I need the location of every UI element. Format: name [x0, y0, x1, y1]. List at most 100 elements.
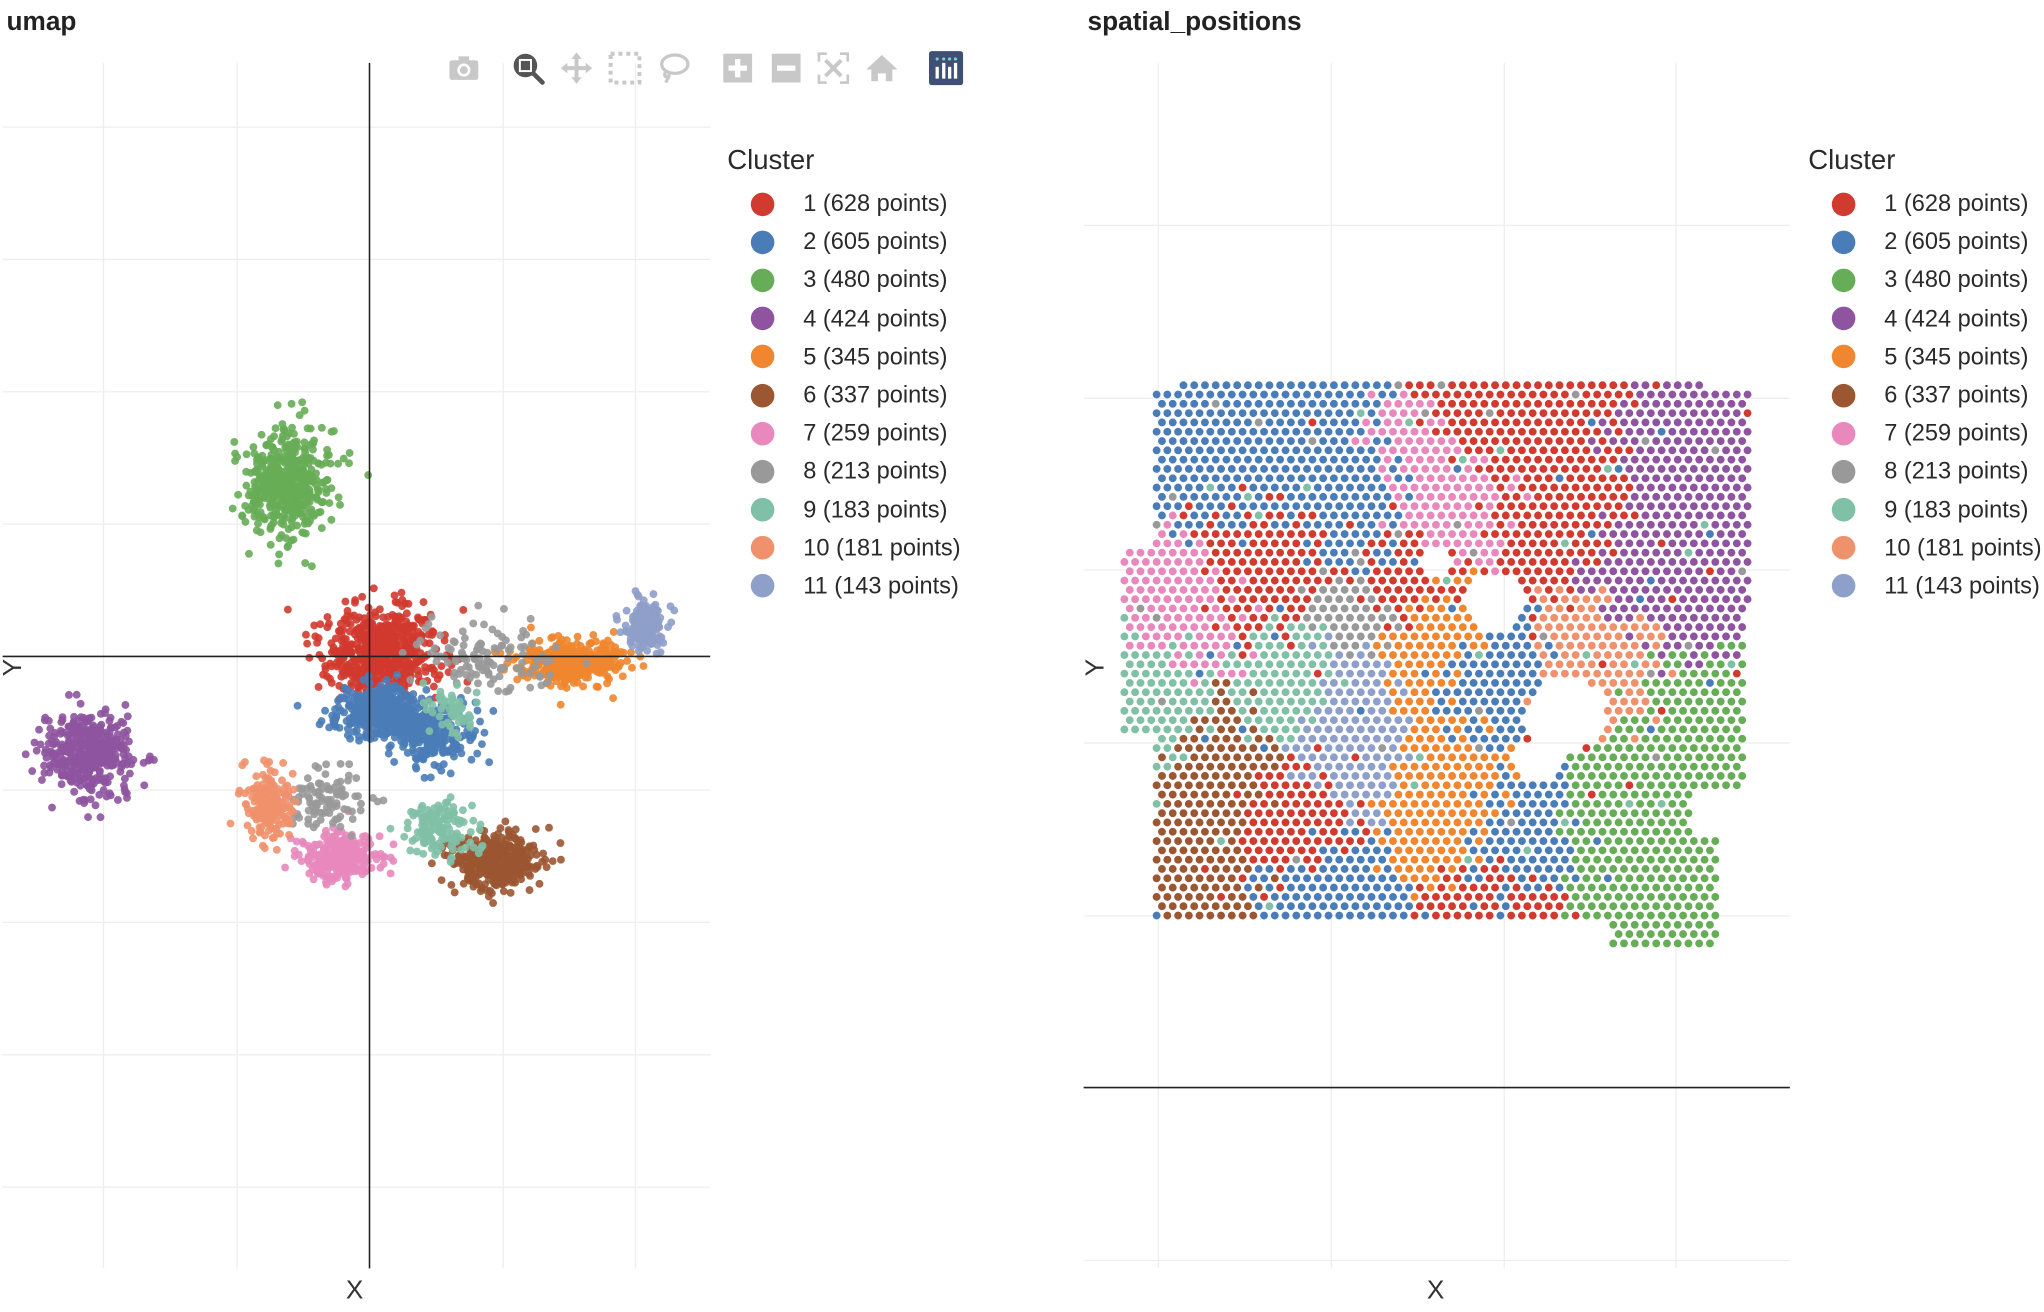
spatial-point-cluster-2	[1388, 520, 1398, 530]
umap-point-cluster-4	[56, 726, 65, 735]
spatial-point-cluster-7	[1399, 483, 1409, 493]
umap-point-cluster-8	[494, 687, 503, 695]
spatial-point-cluster-1	[1275, 492, 1285, 502]
spatial-point-cluster-2	[1227, 483, 1237, 493]
umap-point-cluster-9	[418, 801, 427, 810]
spatial-point-cluster-2	[1372, 455, 1382, 465]
spatial-point-cluster-7	[1442, 445, 1452, 455]
spatial-point-cluster-2	[1329, 380, 1339, 390]
spatial-point-cluster-1	[1415, 566, 1425, 576]
umap-point-cluster-10	[270, 799, 278, 807]
spatial-point-cluster-1	[1420, 390, 1430, 399]
umap-point-cluster-8	[526, 614, 535, 623]
umap-point-cluster-8	[582, 659, 591, 668]
spatial-point-cluster-2	[1270, 483, 1280, 493]
spatial-point-cluster-7	[1490, 566, 1500, 576]
spatial-point-cluster-7	[1157, 548, 1167, 558]
umap-point-cluster-1	[459, 606, 468, 614]
spatial-point-cluster-2	[1329, 492, 1339, 502]
umap-point-cluster-5	[556, 653, 565, 662]
spatial-point-cluster-2	[1334, 408, 1344, 418]
spatial-point-cluster-7	[1426, 417, 1436, 427]
spatial-point-cluster-2	[1195, 390, 1205, 399]
spatial-point-cluster-7	[1426, 492, 1436, 502]
spatial-point-cluster-2	[1152, 408, 1162, 418]
spatial-point-cluster-4	[1732, 390, 1742, 399]
spatial-point-cluster-7	[1431, 520, 1441, 530]
spatial-point-cluster-7	[1388, 408, 1398, 418]
umap-point-cluster-3	[230, 438, 239, 446]
spatial-point-cluster-1	[1549, 427, 1559, 437]
umap-point-cluster-3	[261, 456, 270, 465]
spatial-point-cluster-1	[1281, 538, 1290, 548]
spatial-point-cluster-2	[1248, 408, 1258, 418]
spatial-point-cluster-7	[1383, 417, 1393, 427]
umap-point-cluster-7	[292, 837, 301, 846]
spatial-point-cluster-7	[1157, 529, 1167, 539]
spatial-point-cluster-2	[1302, 520, 1312, 530]
spatial-point-cluster-2	[1302, 464, 1312, 474]
umap-point-cluster-1	[358, 592, 367, 601]
umap-point-cluster-4	[113, 796, 122, 804]
spatial-point-cluster-2	[1393, 511, 1403, 520]
spatial-point-cluster-2	[1291, 445, 1301, 455]
spatial-point-cluster-2	[1393, 455, 1403, 465]
umap-point-cluster-2	[405, 725, 414, 734]
umap-point-cluster-8	[449, 637, 458, 646]
spatial-point-cluster-2	[1243, 417, 1253, 427]
umap-point-cluster-8	[303, 774, 312, 783]
spatial-point-cluster-2	[1264, 380, 1274, 390]
spatial-point-cluster-4	[1689, 408, 1699, 418]
spatial-point-cluster-4	[1576, 566, 1586, 576]
umap-point-cluster-6	[498, 880, 507, 889]
spatial-point-cluster-2	[1307, 455, 1317, 465]
spatial-point-cluster-2	[1200, 417, 1210, 427]
umap-point-cluster-1	[421, 667, 430, 676]
spatial-point-cluster-4	[1683, 455, 1693, 465]
spatial-point-cluster-1	[1592, 464, 1602, 474]
spatial-point-cluster-1	[1179, 511, 1188, 520]
umap-point-cluster-4	[120, 781, 128, 790]
spatial-point-cluster-7	[1420, 520, 1430, 530]
spatial-point-cluster-1	[1576, 417, 1586, 427]
umap-point-cluster-4	[57, 745, 66, 754]
spatial-point-cluster-1	[1533, 492, 1543, 502]
spatial-point-cluster-2	[1356, 390, 1366, 399]
spatial-point-cluster-4	[1635, 501, 1645, 511]
spatial-point-cluster-1	[1549, 520, 1559, 530]
umap-point-cluster-5	[573, 662, 581, 671]
spatial-point-cluster-2	[1324, 501, 1333, 511]
umap-point-cluster-6	[464, 872, 473, 881]
umap-point-cluster-3	[334, 459, 342, 468]
umap-point-cluster-3	[300, 406, 309, 415]
umap-point-cluster-7	[386, 869, 395, 878]
umap-point-cluster-8	[474, 601, 483, 610]
umap-point-cluster-3	[298, 398, 307, 407]
spatial-point-cluster-9	[1603, 464, 1613, 474]
spatial-point-cluster-7	[1458, 473, 1468, 483]
spatial-point-cluster-7	[1189, 548, 1199, 558]
spatial-point-cluster-7	[1136, 548, 1145, 558]
umap-point-cluster-6	[511, 835, 520, 844]
spatial-point-cluster-4	[1635, 557, 1645, 567]
spatial-point-cluster-1	[1592, 501, 1602, 511]
spatial-point-cluster-2	[1361, 473, 1371, 483]
umap-point-cluster-11	[647, 640, 656, 649]
spatial-point-cluster-2	[1367, 520, 1376, 530]
spatial-point-cluster-1	[1479, 566, 1489, 576]
spatial-point-cluster-7	[1205, 576, 1215, 586]
spatial-point-cluster-2	[1318, 455, 1328, 465]
spatial-point-cluster-1	[1576, 380, 1586, 390]
umap-point-cluster-11	[621, 621, 630, 630]
spatial-point-cluster-1	[1447, 455, 1457, 465]
spatial-point-cluster-2	[1221, 455, 1231, 465]
umap-point-cluster-3	[252, 526, 261, 535]
spatial-point-cluster-2	[1297, 473, 1307, 483]
umap-point-cluster-1	[347, 679, 356, 687]
umap-point-cluster-2	[388, 722, 397, 731]
spatial-point-cluster-4	[1683, 529, 1693, 539]
spatial-point-cluster-1	[1581, 464, 1591, 474]
spatial-point-cluster-4	[1657, 390, 1667, 399]
umap-point-cluster-11	[650, 616, 659, 625]
